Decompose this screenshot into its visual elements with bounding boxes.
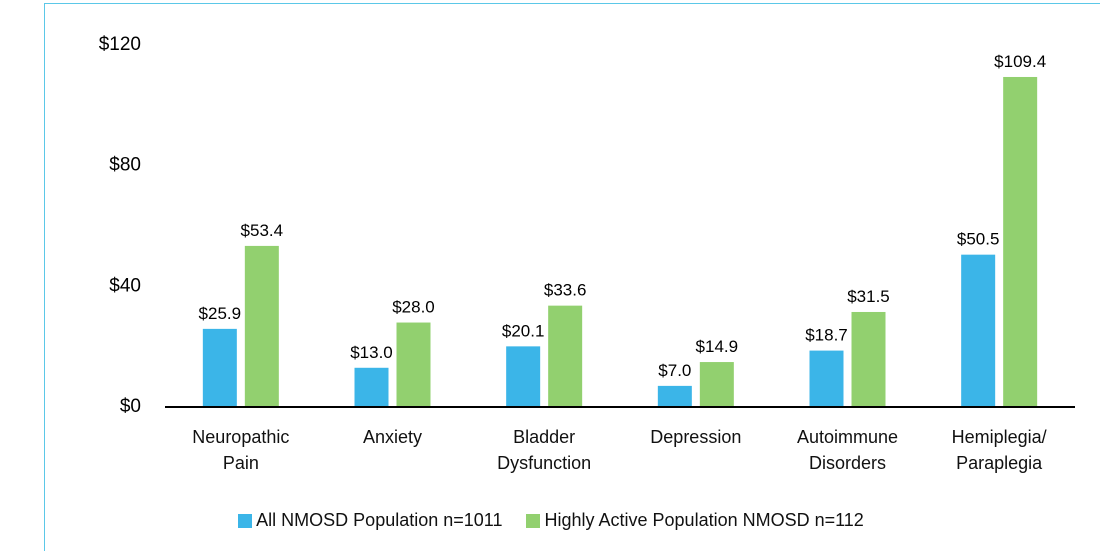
x-tick-label: Bladder Dysfunction — [497, 427, 592, 473]
value-label: $53.4 — [241, 221, 284, 240]
legend-swatch — [238, 513, 253, 528]
x-tick-label: Autoimmune Disorders — [796, 427, 899, 473]
frame — [44, 3, 1100, 551]
legend-label: All NMOSD Population n=1011 — [256, 510, 503, 530]
value-label: $7.0 — [658, 361, 691, 380]
y-tick-label: $120 — [99, 34, 141, 55]
value-label: $14.9 — [696, 337, 739, 356]
legend: All NMOSD Population n=1011 Highly Active… — [0, 510, 1102, 531]
bar — [506, 346, 541, 407]
legend-item: Highly Active Population NMOSD n=112 — [526, 510, 864, 531]
bar — [548, 305, 583, 407]
value-label: $31.5 — [847, 287, 890, 306]
legend-label: Highly Active Population NMOSD n=112 — [544, 510, 864, 530]
value-label: $25.9 — [199, 304, 242, 323]
bar — [244, 245, 279, 407]
value-label: $13.0 — [350, 343, 393, 362]
bar — [1003, 76, 1038, 407]
bar — [354, 367, 389, 407]
bar — [396, 322, 431, 407]
bar — [961, 254, 996, 407]
bar — [851, 311, 886, 407]
value-label: $18.7 — [805, 326, 848, 345]
value-label: $20.1 — [502, 321, 545, 340]
legend-swatch — [526, 513, 541, 528]
value-label: $50.5 — [957, 230, 1000, 249]
value-label: $28.0 — [392, 298, 435, 317]
x-tick-label: Hemiplegia/ Paraplegia — [951, 427, 1047, 473]
bar — [699, 362, 734, 407]
bar — [657, 385, 692, 407]
bar — [809, 350, 844, 407]
x-tick-label: Neuropathic Pain — [192, 427, 290, 473]
bar — [202, 328, 237, 407]
y-tick-label: $40 — [109, 275, 141, 296]
value-label: $109.4 — [994, 52, 1046, 71]
y-tick-label: $80 — [109, 155, 141, 176]
value-label: $33.6 — [544, 281, 587, 300]
x-tick-label: Anxiety — [362, 427, 423, 447]
y-tick-label: $0 — [120, 396, 141, 417]
legend-item: All NMOSD Population n=1011 — [238, 510, 502, 531]
x-tick-label: Depression — [650, 427, 742, 447]
